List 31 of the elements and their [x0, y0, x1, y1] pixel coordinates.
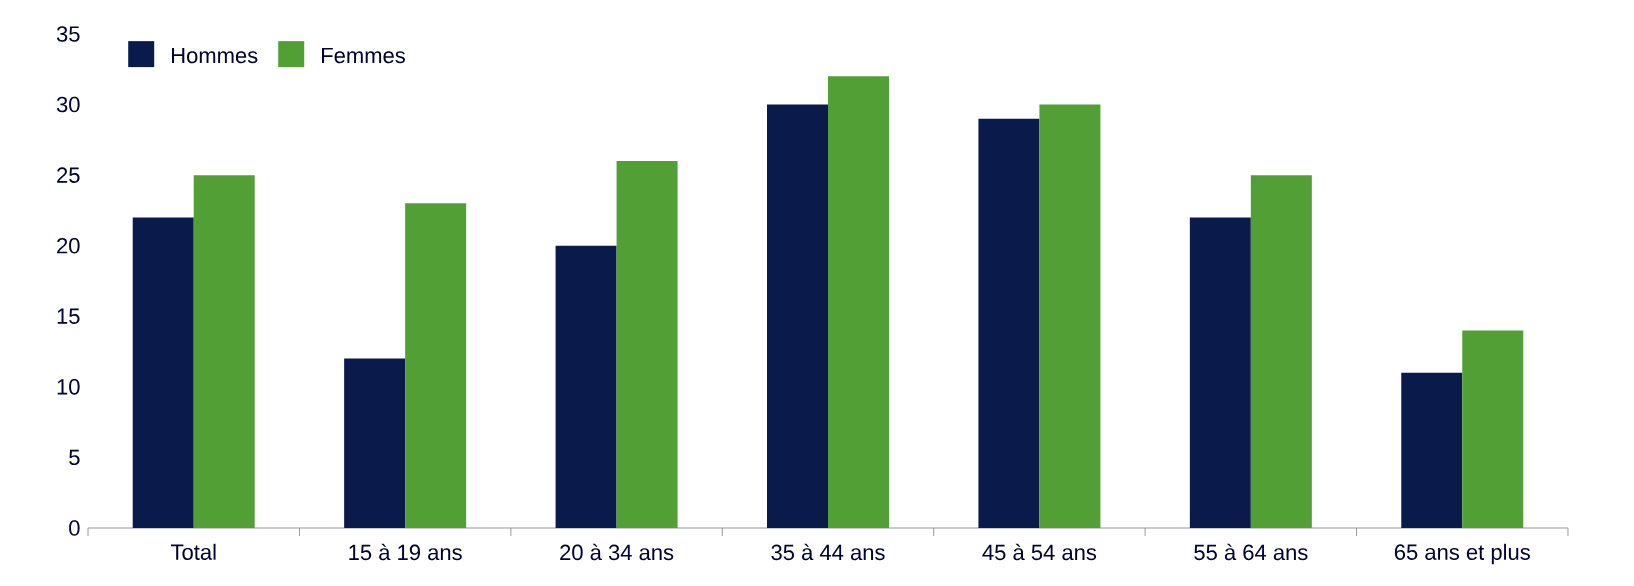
- y-tick-label: 25: [57, 167, 80, 183]
- x-tick-label: 15 à 19 ans: [349, 543, 462, 561]
- x-tick-label: 45 à 54 ans: [982, 543, 1097, 561]
- y-tick-label: 10: [57, 379, 80, 395]
- bar: [1462, 330, 1524, 528]
- bar: [767, 104, 828, 528]
- x-tick-label: Total: [170, 543, 216, 560]
- y-tick-label: 0: [69, 520, 80, 536]
- y-tick-label: 35: [56, 26, 80, 42]
- bar: [1401, 372, 1463, 528]
- bar: [978, 118, 1040, 528]
- x-tick-label: 55 à 64 ans: [1194, 543, 1308, 561]
- bar: [132, 217, 194, 528]
- y-tick-label: 15: [57, 308, 80, 324]
- bar: [555, 245, 617, 528]
- y-tick-label: 30: [56, 96, 80, 113]
- bar: [828, 76, 889, 528]
- bar: [344, 358, 406, 528]
- x-tick-label: 35 à 44 ans: [771, 543, 885, 561]
- x-tick-label: 20 à 34 ans: [560, 543, 674, 561]
- x-tick-label: 65 ans et plus: [1394, 543, 1530, 565]
- bar: [616, 161, 678, 528]
- bar: [1189, 217, 1251, 528]
- bar: [193, 175, 255, 528]
- legend-label: Hommes: [172, 47, 258, 64]
- bar: [1250, 175, 1312, 528]
- legend-label: Femmes: [322, 47, 405, 64]
- y-tick-label: 5: [69, 449, 80, 466]
- bar: [405, 203, 467, 528]
- y-tick-label: 20: [57, 237, 80, 254]
- bar: [1039, 104, 1101, 528]
